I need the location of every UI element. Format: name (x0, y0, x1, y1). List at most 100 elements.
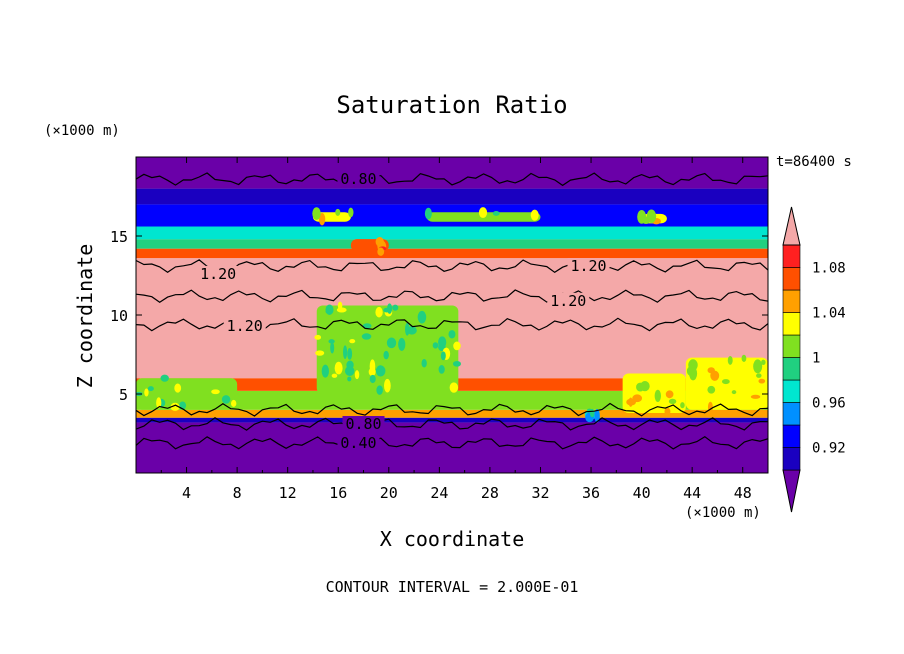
contour-interval-footer: CONTOUR INTERVAL = 2.000E-01 (326, 578, 579, 596)
field-speckle (417, 310, 427, 324)
field-speckle (750, 394, 761, 399)
field-speckle (731, 390, 737, 395)
field-speckle (174, 383, 182, 393)
colorbar: 0.92 0.96 1 1.04 1.08 (782, 206, 846, 513)
x-tick-label: 16 (329, 484, 347, 502)
field-speckle (211, 389, 220, 395)
contour-label-0: 0.80 (340, 170, 376, 188)
field-speckle (331, 373, 338, 378)
field-speckle (756, 373, 762, 378)
field-speckle (312, 207, 321, 220)
colorbar-label: 0.96 (812, 396, 846, 412)
field-speckle (347, 376, 352, 382)
field-speckle (668, 398, 677, 405)
field-speckle (665, 390, 674, 399)
field-speckle (453, 341, 461, 351)
field-speckle (432, 342, 439, 349)
x-tick-label: 40 (633, 484, 651, 502)
field-speckle (680, 402, 685, 409)
contour-label-layer: 0.801.20 1.201.201.200.800.40 (197, 170, 610, 452)
colorbar-segment (782, 379, 801, 403)
colorbar-segment (782, 244, 801, 268)
contour-line-4 (136, 402, 768, 417)
field-speckle (438, 365, 445, 374)
contour-line-5 (136, 416, 768, 431)
contour-label-bg (197, 265, 240, 282)
x-tick-label: 44 (683, 484, 701, 502)
x-axis-label: X coordinate (380, 527, 525, 551)
field-speckle (448, 330, 456, 339)
plot-area: 0.801.20 1.201.201.200.800.40 (136, 157, 768, 473)
field-speckle (753, 359, 763, 374)
colorbar-label: 0.92 (812, 441, 846, 457)
field-speckle (398, 337, 406, 351)
field-band-7 (136, 239, 768, 249)
colorbar-segment (782, 334, 801, 358)
y-unit-label: (×1000 m) (44, 123, 120, 139)
field-speckle (646, 209, 657, 223)
field-speckle (710, 370, 720, 381)
field-speckle (347, 348, 353, 360)
patch-layer (136, 207, 768, 423)
field-band-6 (136, 248, 768, 259)
x-tick-label: 24 (430, 484, 448, 502)
field-speckle (530, 209, 539, 221)
field-speckle (361, 333, 372, 340)
field-speckle (383, 350, 389, 360)
field-speckle (156, 397, 162, 409)
field-speckle (386, 337, 397, 349)
contour-label-2: 1.20 (570, 257, 606, 275)
contour-label-4: 1.20 (227, 317, 263, 335)
time-label: t=86400 s (776, 154, 852, 170)
colorbar-segment (782, 357, 801, 381)
field-band-10 (136, 188, 768, 205)
field-speckle (321, 364, 329, 378)
colorbar-segment (782, 402, 801, 426)
field-speckle (230, 399, 237, 407)
field-band-3 (136, 390, 768, 410)
field-speckle (369, 374, 376, 384)
field-speckle (160, 374, 169, 382)
contour-label-1: 1.20 (200, 265, 236, 283)
x-tick-label: 32 (531, 484, 549, 502)
field-speckle (349, 338, 356, 344)
field-speckle (707, 367, 715, 374)
field-speckle (314, 334, 322, 340)
field-speckle (335, 208, 341, 216)
colorbar-under-arrow (782, 469, 801, 513)
field-speckle (383, 378, 391, 393)
colorbar-label: 1.04 (812, 306, 846, 322)
colorbar-label: 1 (812, 351, 820, 367)
contour-label-bg (337, 434, 380, 451)
x-tick-label: 8 (233, 484, 242, 502)
field-speckle (375, 306, 383, 318)
field-speckle (368, 367, 376, 377)
y-tick-label: 15 (110, 228, 128, 246)
field-speckle (440, 351, 446, 361)
field-speckle (686, 366, 695, 376)
y-axis-label: Z coordinate (73, 244, 97, 389)
x-tick-label: 28 (481, 484, 499, 502)
x-tick-label: 48 (734, 484, 752, 502)
contour-line-0 (136, 172, 768, 187)
field-speckle (640, 381, 650, 392)
field-speckle (144, 388, 149, 397)
x-tick-label: 12 (279, 484, 297, 502)
contour-label-3: 1.20 (550, 292, 586, 310)
contour-label-bg (567, 258, 610, 275)
x-axis: 4 8 12 16 20 24 28 32 36 40 44 48 (160, 157, 752, 502)
field-speckle (594, 408, 600, 423)
field-speckle (170, 402, 180, 411)
field-speckle (315, 350, 325, 356)
field-speckle (221, 395, 231, 404)
contour-line-2 (136, 289, 768, 304)
field-speckle (334, 361, 343, 375)
field-speckle (147, 386, 154, 392)
y-tick-label: 5 (119, 386, 128, 404)
field-speckle (727, 355, 733, 365)
field-speckle (707, 385, 716, 394)
x-tick-label: 20 (380, 484, 398, 502)
contour-label-bg (547, 292, 590, 309)
field-speckle (452, 360, 462, 367)
colorbar-over-arrow (782, 206, 801, 246)
